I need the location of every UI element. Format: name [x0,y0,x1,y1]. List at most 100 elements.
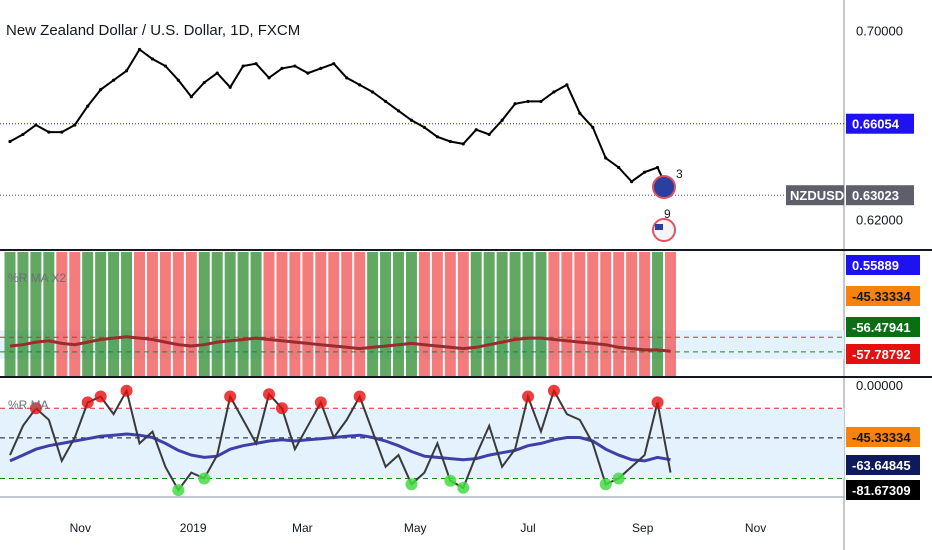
pane2-signal-bar [315,252,327,376]
price-point [500,118,504,122]
flag-icon-nz [652,175,676,199]
pane2-signal-bar [354,252,366,376]
pane3-value-badge [846,455,920,475]
pane3-tick-label: 0.00000 [856,378,903,393]
pane3-ma-line [9,432,671,463]
pane3-value-badge [846,427,920,447]
pane2-value-badge [846,344,920,364]
price-point [47,130,51,134]
price-point [552,90,556,94]
pane2-signal-bar [431,252,443,376]
price-point [99,88,103,92]
pane2-signal-bar [535,252,547,376]
pane2-signal-bar [237,252,249,376]
pane3-value-label: -63.64845 [852,458,911,473]
oversold-marker [457,481,470,494]
price-point [241,64,245,68]
pane2-signal-bar [367,252,379,376]
price-point [396,109,401,113]
time-axis: Nov 2019 Mar May Jul Sep Nov [70,521,767,535]
price-point [21,132,25,137]
price-point [228,85,232,89]
pane2-signal-bar [224,252,236,376]
pane2-signal-bar [380,252,392,376]
price-point [461,142,465,146]
overbought-marker [353,390,366,403]
overbought-marker [314,396,327,409]
oversold-marker [198,472,211,485]
pane2-signal-bar [470,252,482,376]
price-point [189,95,193,99]
price-point [86,104,90,108]
pane2-signal-bar [509,252,521,376]
overbought-marker [547,384,560,397]
overbought-marker [275,402,288,415]
price-point [578,111,582,115]
pane2-signal-bar [276,252,288,376]
event-marker-3[interactable]: 3 [652,167,683,199]
overbought-marker [224,390,237,403]
oversold-marker [405,478,418,491]
price-point [163,64,168,68]
pane2-signal-bar [613,252,625,376]
pane2-label: %R MA X2 [8,271,66,285]
price-point [655,165,660,170]
pane2-signal-bar [574,252,586,376]
price-point [112,78,116,82]
event-count-3: 3 [676,167,683,181]
pane3-indicator [0,384,844,497]
pane2-signal-bar [652,252,664,376]
price-point [73,123,77,127]
pane2-signal-bar [600,252,612,376]
price-point [383,99,388,104]
pane2-background [0,252,844,376]
oversold-marker [172,484,185,497]
time-tick-label: May [404,521,427,535]
price-point [215,71,219,75]
price-point [60,130,64,134]
pane2-signal-bar [134,252,146,376]
overbought-marker [522,390,535,403]
pane2-value-label: -57.78792 [852,347,911,362]
price-tick-label: 0.62000 [856,212,903,227]
pane2-signal-bar [561,252,573,376]
symbol-tag-label: NZDUSD [790,188,844,203]
pane2-signal-bar [302,252,314,376]
price-badge-label: 0.63023 [852,188,899,203]
pane2-value-label: -45.33334 [852,289,911,304]
price-point [34,123,38,127]
price-point [371,90,375,94]
pane2-signal-bar [341,252,353,376]
price-point [409,118,414,122]
pane2-value-badge [846,286,920,306]
price-point [267,76,271,80]
price-point [319,66,323,70]
pane2-signal-bar [289,252,301,376]
price-point [604,156,608,160]
overbought-marker [94,390,107,403]
overbought-marker [29,402,42,415]
price-point [448,139,452,144]
pane2-signal-bar [263,252,275,376]
pane2-signal-bar [146,252,158,376]
price-point [280,66,284,70]
price-point [565,83,569,87]
pane2-signal-bar [483,252,495,376]
pane2-signal-bar [626,252,638,376]
price-tick-label: 0.70000 [856,24,903,39]
time-tick-label: 2019 [180,521,207,535]
event-count-9: 9 [664,207,671,221]
pane2-signal-bar [328,252,340,376]
pane2-signal-bar [405,252,417,376]
pane2-value-label: -56.47941 [852,320,911,335]
price-point [358,83,362,87]
price-point [422,125,427,129]
price-point [176,78,180,82]
pane3-value-label: -81.67309 [852,483,911,498]
event-marker-9[interactable]: 9 [652,207,676,242]
pane3-wpr-line [9,387,672,492]
pane2-signal-bar [172,252,184,376]
pane2-signal-bar [639,252,651,376]
pane2-signal-bar [198,252,210,376]
